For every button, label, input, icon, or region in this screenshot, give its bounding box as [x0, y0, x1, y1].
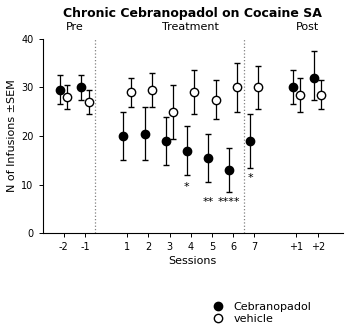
X-axis label: Sessions: Sessions — [169, 257, 217, 266]
Text: ****: **** — [218, 197, 240, 207]
Text: *: * — [247, 172, 253, 182]
Y-axis label: N of Infusions ±SEM: N of Infusions ±SEM — [7, 80, 17, 192]
Text: Pre: Pre — [65, 22, 83, 32]
Text: **: ** — [202, 197, 214, 207]
Title: Chronic Cebranopadol on Cocaine SA: Chronic Cebranopadol on Cocaine SA — [63, 7, 322, 20]
Text: Treatment: Treatment — [162, 22, 219, 32]
Legend: Cebranopadol, vehicle: Cebranopadol, vehicle — [202, 297, 316, 324]
Text: Post: Post — [295, 22, 319, 32]
Text: *: * — [184, 182, 190, 192]
